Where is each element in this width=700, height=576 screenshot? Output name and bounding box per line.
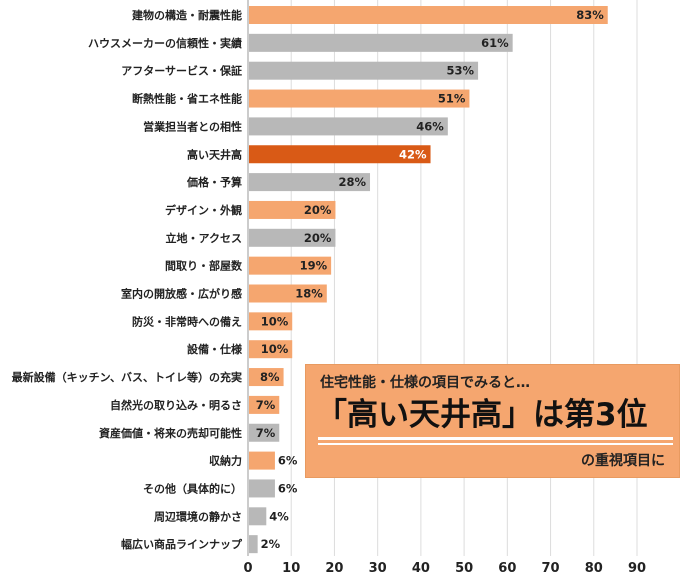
category-label: 断熱性能・省エネ性能 xyxy=(132,92,242,106)
x-tick-label: 80 xyxy=(585,561,603,576)
value-label: 28% xyxy=(338,175,366,189)
value-label: 8% xyxy=(260,370,280,384)
category-label: 自然光の取り込み・明るさ xyxy=(110,398,242,412)
value-label: 20% xyxy=(304,203,332,217)
value-label: 19% xyxy=(300,259,328,273)
x-tick-label: 90 xyxy=(628,561,646,576)
headline-underline-2 xyxy=(318,443,673,445)
value-label: 18% xyxy=(295,287,323,301)
bar xyxy=(249,535,258,554)
category-label: ハウスメーカーの信頼性・実績 xyxy=(88,36,242,50)
bar xyxy=(249,145,431,164)
value-label: 51% xyxy=(438,92,466,106)
x-tick-label: 50 xyxy=(455,561,473,576)
bar xyxy=(249,173,371,192)
x-tick-label: 10 xyxy=(282,561,300,576)
value-label: 42% xyxy=(399,147,427,161)
bar xyxy=(249,61,479,80)
value-label: 83% xyxy=(576,8,604,22)
category-label: 間取り・部屋数 xyxy=(165,259,243,273)
value-label: 10% xyxy=(261,342,289,356)
value-label: 4% xyxy=(269,509,289,523)
value-label: 2% xyxy=(261,537,281,551)
value-label: 61% xyxy=(481,36,509,50)
category-label: 資産価値・将来の売却可能性 xyxy=(99,426,242,440)
category-label: 設備・仕様 xyxy=(187,342,243,356)
bar xyxy=(249,6,608,24)
category-label: 営業担当者との相性 xyxy=(143,119,242,133)
bar xyxy=(249,312,293,331)
bar xyxy=(249,451,275,470)
category-label: 収納力 xyxy=(209,454,242,468)
bar xyxy=(249,340,293,359)
value-label: 7% xyxy=(256,426,276,440)
bar xyxy=(249,395,280,414)
value-label: 53% xyxy=(447,64,475,78)
bar xyxy=(249,284,327,303)
value-label: 46% xyxy=(416,119,444,133)
category-label: デザイン・外観 xyxy=(165,203,242,217)
bar xyxy=(249,200,336,219)
value-label: 6% xyxy=(278,454,298,468)
value-label: 10% xyxy=(261,314,289,328)
bar xyxy=(249,507,267,526)
x-tick-label: 20 xyxy=(325,561,343,576)
category-label: アフターサービス・保証 xyxy=(121,64,242,78)
bar xyxy=(249,368,284,387)
callout-intro: 住宅性能・仕様の項目でみると… xyxy=(320,375,530,391)
bar xyxy=(249,423,280,442)
category-label: 周辺環境の静かさ xyxy=(154,509,242,523)
bar xyxy=(249,117,448,136)
category-label: 幅広い商品ラインナップ xyxy=(121,537,243,551)
bar xyxy=(249,89,470,108)
category-label: 最新設備（キッチン、バス、トイレ等）の充実 xyxy=(12,370,242,384)
bar xyxy=(249,228,336,247)
value-label: 6% xyxy=(278,481,298,495)
bar xyxy=(249,479,275,498)
callout-box: 住宅性能・仕様の項目でみると… 「高い天井高」は第3位 の重視項目に xyxy=(305,364,680,478)
category-label: 建物の構造・耐震性能 xyxy=(132,8,242,22)
headline-underline xyxy=(318,437,673,440)
bar xyxy=(249,256,332,275)
category-label: 立地・アクセス xyxy=(166,231,242,245)
value-label: 7% xyxy=(256,398,276,412)
category-label: 価格・予算 xyxy=(186,175,242,189)
callout-headline: 「高い天井高」は第3位 xyxy=(316,397,648,433)
category-label: 防災・非常時への備え xyxy=(132,314,242,328)
callout-tail: の重視項目に xyxy=(581,453,665,469)
category-label: 室内の開放感・広がり感 xyxy=(121,287,242,301)
category-label: その他（具体的に） xyxy=(143,481,242,495)
x-tick-label: 30 xyxy=(369,561,387,576)
x-tick-label: 0 xyxy=(243,561,252,576)
x-tick-label: 40 xyxy=(412,561,430,576)
category-label: 高い天井高 xyxy=(187,147,242,161)
x-tick-label: 70 xyxy=(542,561,560,576)
value-label: 20% xyxy=(304,231,332,245)
x-tick-label: 60 xyxy=(498,561,516,576)
bar xyxy=(249,33,513,52)
